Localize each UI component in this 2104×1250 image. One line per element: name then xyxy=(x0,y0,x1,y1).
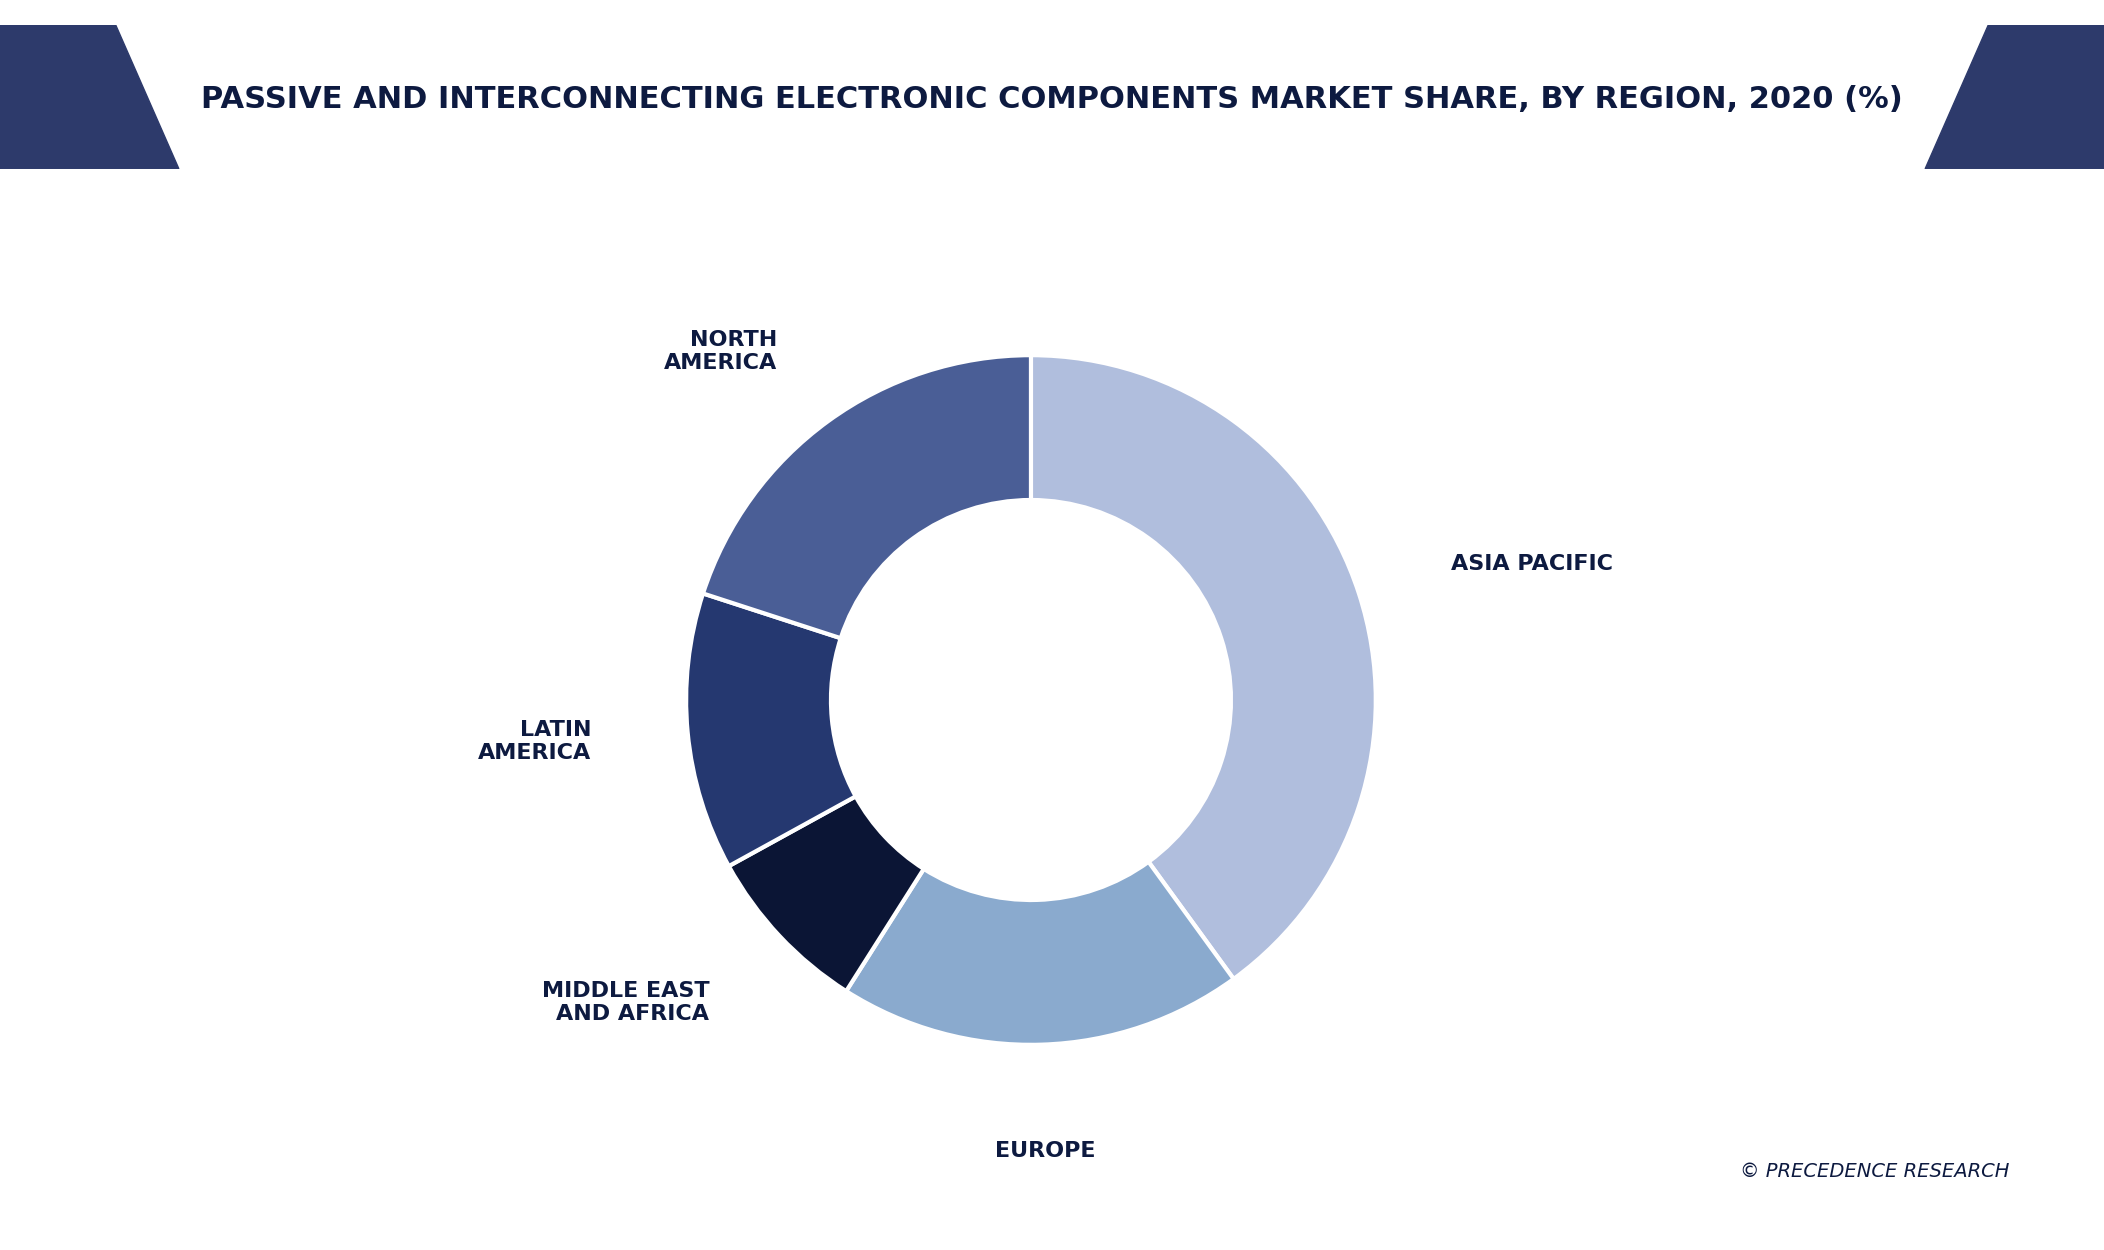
Wedge shape xyxy=(703,355,1031,639)
Polygon shape xyxy=(1925,25,2104,169)
Text: MIDDLE EAST
AND AFRICA: MIDDLE EAST AND AFRICA xyxy=(541,980,709,1024)
Text: © PRECEDENCE RESEARCH: © PRECEDENCE RESEARCH xyxy=(1740,1162,2009,1181)
Text: ASIA PACIFIC: ASIA PACIFIC xyxy=(1452,554,1614,574)
Polygon shape xyxy=(0,25,179,169)
Wedge shape xyxy=(846,861,1233,1045)
Text: EUROPE: EUROPE xyxy=(995,1141,1094,1161)
Text: LATIN
AMERICA: LATIN AMERICA xyxy=(478,720,591,764)
Wedge shape xyxy=(686,594,856,866)
Wedge shape xyxy=(728,796,924,991)
Wedge shape xyxy=(1031,355,1376,979)
Text: PASSIVE AND INTERCONNECTING ELECTRONIC COMPONENTS MARKET SHARE, BY REGION, 2020 : PASSIVE AND INTERCONNECTING ELECTRONIC C… xyxy=(202,85,1902,114)
Text: NORTH
AMERICA: NORTH AMERICA xyxy=(665,330,778,372)
